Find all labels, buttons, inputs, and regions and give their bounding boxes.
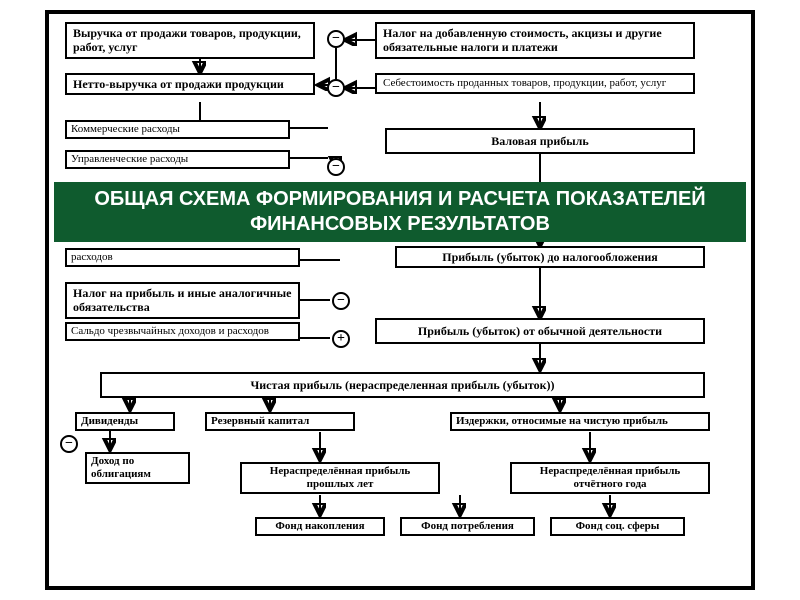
node-retained-current: Нераспределённая прибыль отчётного года xyxy=(510,462,710,494)
node-accum-fund: Фонд накопления xyxy=(255,517,385,536)
node-social-fund: Фонд соц. сферы xyxy=(550,517,685,536)
node-net-revenue: Нетто-выручка от продажи продукции xyxy=(65,73,315,95)
node-vat: Налог на добавленную стоимость, акцизы и… xyxy=(375,22,695,59)
node-commercial: Коммерческие расходы xyxy=(65,120,290,139)
node-consum-fund: Фонд потребления xyxy=(400,517,535,536)
op-minus1: − xyxy=(327,30,345,48)
node-cogs: Себестоимость проданных товаров, продукц… xyxy=(375,73,695,94)
node-bond-income: Доход по облигациям xyxy=(85,452,190,484)
node-charges: Издержки, относимые на чистую прибыль xyxy=(450,412,710,431)
node-ordinary-profit: Прибыль (убыток) от обычной деятельности xyxy=(375,318,705,344)
node-gross-profit: Валовая прибыль xyxy=(385,128,695,154)
op-minus2: − xyxy=(327,79,345,97)
node-extra-balance: Сальдо чрезвычайных доходов и расходов xyxy=(65,322,300,341)
node-managerial: Управленческие расходы xyxy=(65,150,290,169)
node-pre-tax-profit: Прибыль (убыток) до налогообложения xyxy=(395,246,705,268)
op-minus3: − xyxy=(327,158,345,176)
title-banner: ОБЩАЯ СХЕМА ФОРМИРОВАНИЯ И РАСЧЕТА ПОКАЗ… xyxy=(54,182,746,242)
op-minus5: − xyxy=(60,435,78,453)
node-net-profit: Чистая прибыль (нераспределенная прибыль… xyxy=(100,372,705,398)
node-reserve: Резервный капитал xyxy=(205,412,355,431)
op-plus1: + xyxy=(332,330,350,348)
op-minus4: − xyxy=(332,292,350,310)
node-retained-prev: Нераспределённая прибыль прошлых лет xyxy=(240,462,440,494)
node-expenses-fragment: расходов xyxy=(65,248,300,267)
node-revenue: Выручка от продажи товаров, продукции, р… xyxy=(65,22,315,59)
node-income-tax: Налог на прибыль и иные аналогичные обяз… xyxy=(65,282,300,319)
node-dividends: Дивиденды xyxy=(75,412,175,431)
